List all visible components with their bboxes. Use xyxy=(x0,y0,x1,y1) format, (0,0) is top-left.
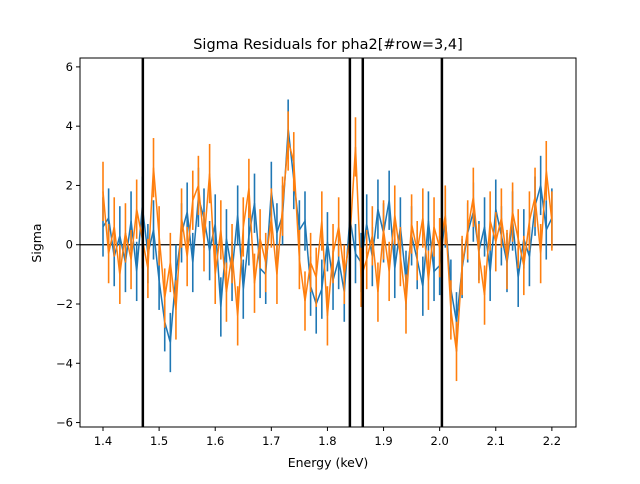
y-tick-label: 4 xyxy=(66,119,73,133)
x-axis-label: Energy (keV) xyxy=(288,455,369,470)
y-tick-label: 2 xyxy=(66,178,73,192)
axes-frame xyxy=(79,57,577,428)
y-tick-label: −2 xyxy=(56,297,73,311)
x-tick-label: 2.2 xyxy=(543,434,561,448)
plot-area xyxy=(80,58,576,427)
x-tick-label: 1.9 xyxy=(374,434,392,448)
y-axis: −6 −4 −2 0 2 4 6 xyxy=(56,60,80,430)
y-tick-label: −6 xyxy=(56,416,73,430)
series-2 xyxy=(102,111,553,382)
x-tick-label: 1.4 xyxy=(94,434,112,448)
x-tick-label: 2.0 xyxy=(431,434,449,448)
chart-title: Sigma Residuals for pha2[#row=3,4] xyxy=(193,37,463,53)
x-tick-label: 1.5 xyxy=(150,434,168,448)
x-tick-label: 1.8 xyxy=(318,434,336,448)
y-tick-label: 0 xyxy=(66,238,73,252)
y-tick-label: −4 xyxy=(56,356,73,370)
x-tick-label: 1.6 xyxy=(206,434,224,448)
x-axis: 1.4 1.5 1.6 1.7 1.8 1.9 2.0 2.1 2.2 xyxy=(94,427,561,448)
y-axis-label: Sigma xyxy=(29,223,44,262)
y-tick-label: 6 xyxy=(66,60,73,74)
x-tick-label: 2.1 xyxy=(487,434,505,448)
series-group xyxy=(80,58,576,427)
series-line xyxy=(102,140,553,352)
x-tick-label: 1.7 xyxy=(262,434,280,448)
